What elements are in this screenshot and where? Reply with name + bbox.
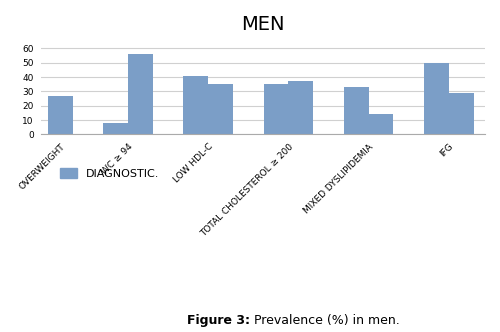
Bar	[184, 76, 208, 134]
Legend: DIAGNOSTIC.: DIAGNOSTIC.	[56, 163, 164, 183]
Text: Figure 3:: Figure 3:	[187, 314, 250, 327]
Bar	[48, 96, 73, 134]
Bar	[264, 84, 288, 134]
Title: MEN: MEN	[242, 15, 285, 34]
Bar	[424, 63, 448, 134]
Bar	[128, 54, 153, 134]
Text: Prevalence (%) in men.: Prevalence (%) in men.	[250, 314, 400, 327]
Bar	[344, 87, 368, 134]
Bar	[288, 81, 313, 134]
Bar	[104, 123, 128, 134]
Bar	[208, 84, 233, 134]
Bar	[368, 114, 394, 134]
Bar	[448, 93, 473, 134]
